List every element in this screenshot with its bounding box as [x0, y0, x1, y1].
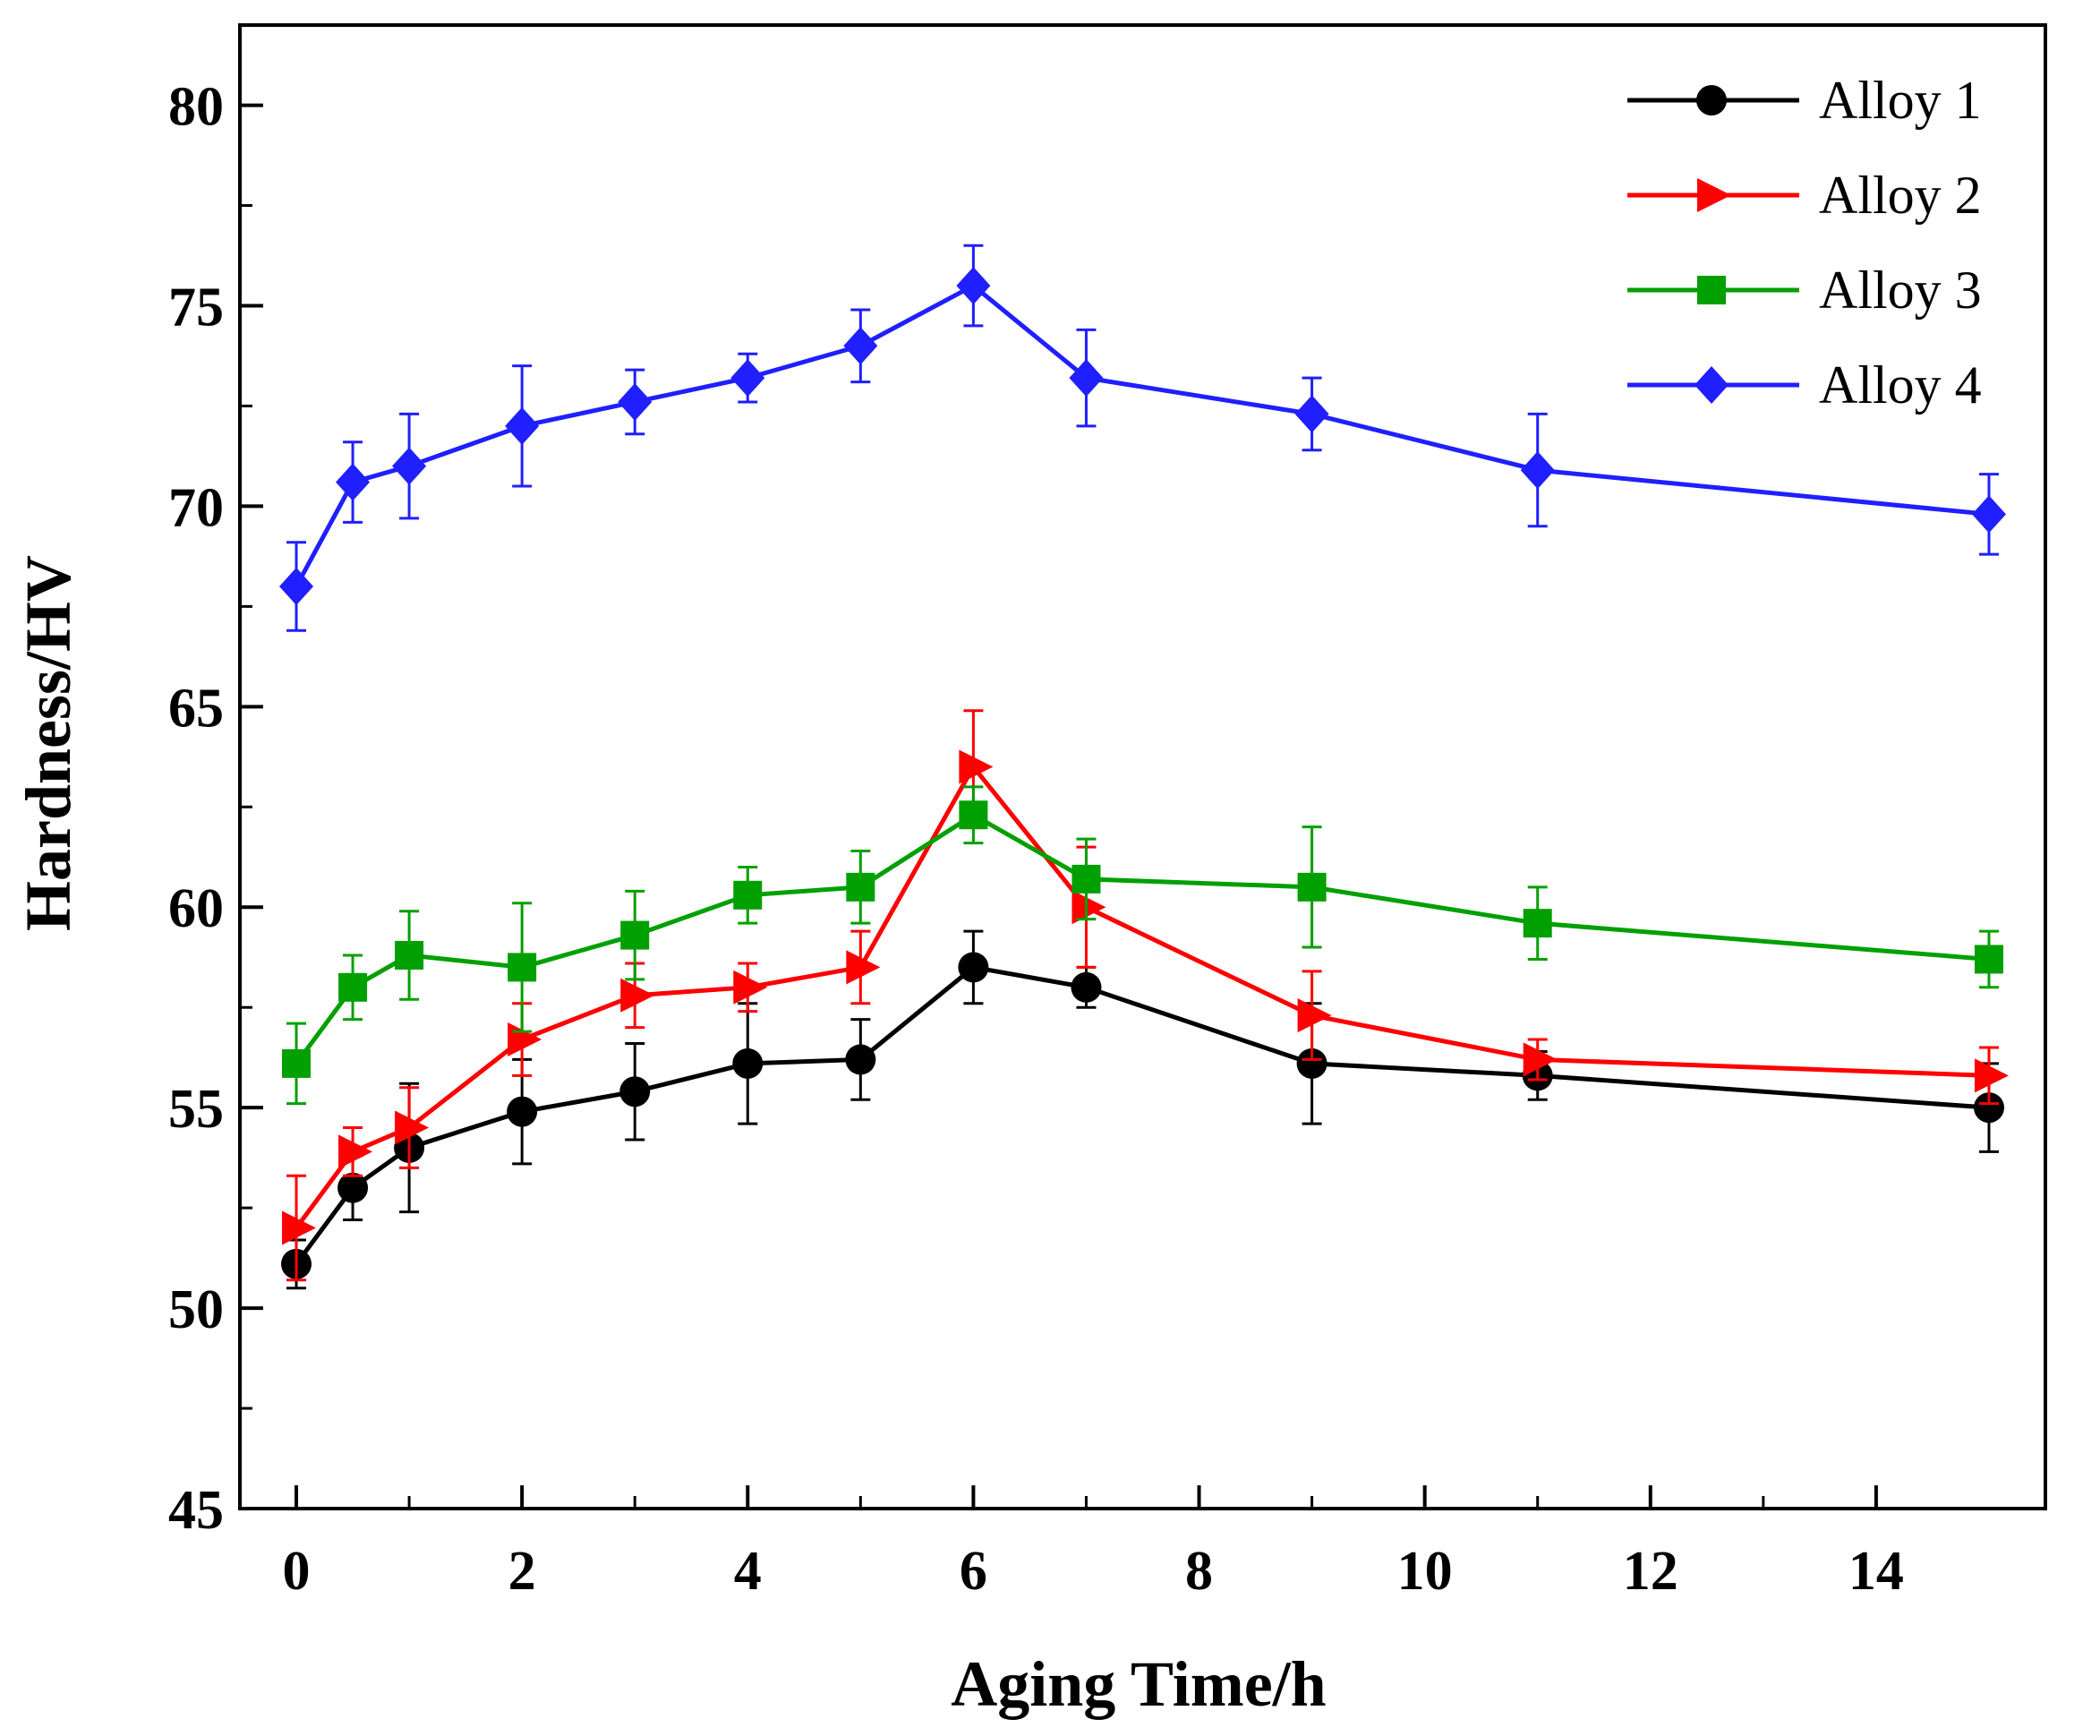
y-tick-label: 65	[168, 678, 224, 739]
x-tick-label: 4	[734, 1541, 762, 1602]
data-point	[1520, 451, 1555, 490]
data-point	[730, 359, 765, 398]
data-point	[1071, 971, 1102, 1003]
data-point	[508, 1022, 542, 1057]
data-point	[843, 327, 878, 365]
legend-entry: Alloy 1	[1627, 71, 1982, 130]
x-tick-label: 0	[283, 1541, 311, 1602]
data-point	[1297, 998, 1332, 1033]
data-point	[392, 447, 427, 485]
legend-entry: Alloy 4	[1627, 355, 1982, 415]
x-tick-label: 14	[1848, 1541, 1904, 1602]
data-point	[1973, 1092, 2004, 1124]
data-point	[845, 1044, 876, 1075]
y-axis-title: Hardness/HV	[13, 555, 84, 931]
series-line	[294, 283, 1990, 588]
x-tick-label: 8	[1185, 1541, 1213, 1602]
data-point	[1296, 1048, 1327, 1079]
series-alloy-2	[282, 709, 2009, 1282]
data-point	[1974, 1058, 2009, 1093]
data-point	[338, 972, 368, 1002]
data-point	[846, 872, 875, 902]
legend-label: Alloy 4	[1819, 355, 1982, 415]
x-tick-label: 2	[508, 1541, 536, 1602]
series-alloy-1	[281, 929, 2004, 1290]
data-point	[279, 567, 314, 605]
data-point	[282, 1210, 317, 1245]
data-point	[1523, 1042, 1558, 1077]
y-tick-label: 50	[168, 1279, 224, 1340]
ticks-layer: 0 2 4 6 8 10 12 14 45 50 55 60 65 70 75 80	[168, 77, 1904, 1602]
data-point	[508, 953, 537, 982]
series-layer	[279, 244, 2009, 1290]
data-point	[733, 970, 768, 1005]
y-tick-label: 55	[168, 1079, 224, 1140]
data-point	[1974, 945, 2003, 974]
data-point	[1297, 872, 1327, 902]
legend: Alloy 1 Alloy 2 Alloy 3 Alloy 4	[1627, 71, 1982, 415]
x-axis-title: Aging Time/h	[951, 1648, 1326, 1720]
data-point	[846, 950, 881, 985]
data-point	[1071, 864, 1101, 894]
data-point	[958, 952, 989, 983]
x-tick-label: 12	[1623, 1541, 1678, 1602]
data-point	[1294, 395, 1329, 433]
data-point	[1071, 890, 1106, 925]
data-point	[1069, 359, 1104, 398]
y-tick-label: 80	[168, 77, 224, 138]
data-point	[619, 1076, 651, 1107]
data-point	[618, 382, 653, 421]
data-point	[620, 978, 655, 1013]
legend-label: Alloy 3	[1819, 261, 1982, 320]
series-alloy-4	[279, 244, 2006, 632]
x-tick-label: 6	[960, 1541, 987, 1602]
legend-marker	[1697, 276, 1726, 304]
y-tick-label: 75	[168, 277, 224, 338]
data-point	[338, 1134, 373, 1169]
legend-entry: Alloy 2	[1627, 166, 1982, 225]
data-point	[959, 800, 988, 830]
data-point	[505, 406, 540, 445]
data-point	[732, 1048, 764, 1079]
data-point	[956, 267, 991, 305]
y-tick-label: 70	[168, 477, 224, 538]
data-point	[733, 880, 763, 910]
legend-marker	[1696, 85, 1727, 115]
data-point	[337, 1172, 369, 1203]
legend-entry: Alloy 3	[1627, 261, 1982, 320]
x-tick-label: 10	[1397, 1541, 1453, 1602]
data-point	[336, 463, 371, 501]
data-point	[395, 1110, 430, 1145]
series-alloy-3	[282, 785, 2003, 1106]
data-point	[620, 920, 650, 950]
legend-label: Alloy 2	[1819, 166, 1982, 225]
data-point	[1971, 495, 2006, 534]
series-line	[295, 765, 1990, 1230]
y-tick-label: 45	[168, 1480, 224, 1541]
data-point	[395, 940, 424, 970]
data-point	[959, 749, 994, 784]
legend-marker	[1697, 178, 1731, 212]
y-tick-label: 60	[168, 878, 224, 939]
legend-label: Alloy 1	[1819, 71, 1982, 130]
data-point	[282, 1048, 312, 1078]
data-point	[1523, 909, 1552, 938]
legend-marker	[1695, 366, 1729, 404]
series-line	[295, 964, 1990, 1266]
data-point	[507, 1096, 538, 1127]
plot-frame	[238, 23, 2047, 1510]
